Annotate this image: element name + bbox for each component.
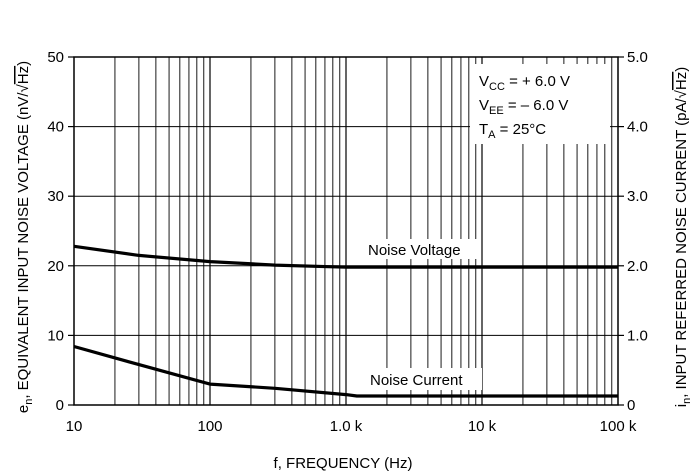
conditions-box: VCC = + 6.0 V VEE = – 6.0 V TA = 25°C (470, 64, 610, 144)
y2-axis-title: in, INPUT REFERRED NOISE CURRENT (pA/√Hz… (673, 67, 693, 408)
y2-tick-label: 1.0 (627, 327, 648, 344)
y-tick-label: 0 (56, 397, 64, 414)
series-label-noise-voltage: Noise Voltage (368, 242, 461, 259)
svg-text:in, INPUT REFERRED NOISE CURRE: in, INPUT REFERRED NOISE CURRENT (pA/√Hz… (673, 67, 693, 408)
tick-labels: 10 100 1.0 k 10 k 100 k0102030405001.02.03.0… (47, 49, 648, 435)
y-tick-label: 30 (47, 188, 64, 205)
y2-tick-label: 0 (627, 397, 635, 414)
y2-tick-label: 2.0 (627, 258, 648, 275)
x-axis-title: f, FREQUENCY (Hz) (274, 455, 413, 472)
condition-vee: VEE = – 6.0 V (479, 97, 568, 117)
x-tick-label: 10 (66, 418, 83, 435)
y2-tick-label: 4.0 (627, 119, 648, 136)
condition-vcc: VCC = + 6.0 V (479, 73, 570, 93)
y-tick-label: 40 (47, 119, 64, 136)
x-tick-label: 100 (197, 418, 222, 435)
series-line-noise-voltage (73, 244, 618, 269)
series-label-bg-current (364, 368, 482, 390)
curves (73, 244, 618, 398)
plot-frame (73, 56, 619, 406)
y-tick-label: 50 (47, 49, 64, 66)
series-line-noise-current (73, 344, 618, 398)
x-tick-label: 10 k (468, 418, 497, 435)
y-axis-title: en, EQUIVALENT INPUT NOISE VOLTAGE (nV/√… (15, 61, 35, 413)
y2-tick-label: 5.0 (627, 49, 648, 66)
condition-ta: TA = 25°C (479, 121, 546, 141)
series-label-noise-current: Noise Current (370, 372, 463, 389)
y-tick-label: 20 (47, 258, 64, 275)
y-tick-label: 10 (47, 327, 64, 344)
series-label-bg-voltage (362, 239, 480, 259)
svg-text:en, EQUIVALENT INPUT NOISE VOL: en, EQUIVALENT INPUT NOISE VOLTAGE (nV/√… (15, 61, 35, 413)
y2-tick-label: 3.0 (627, 188, 648, 205)
x-tick-label: 100 k (600, 418, 637, 435)
x-tick-label: 1.0 k (330, 418, 363, 435)
